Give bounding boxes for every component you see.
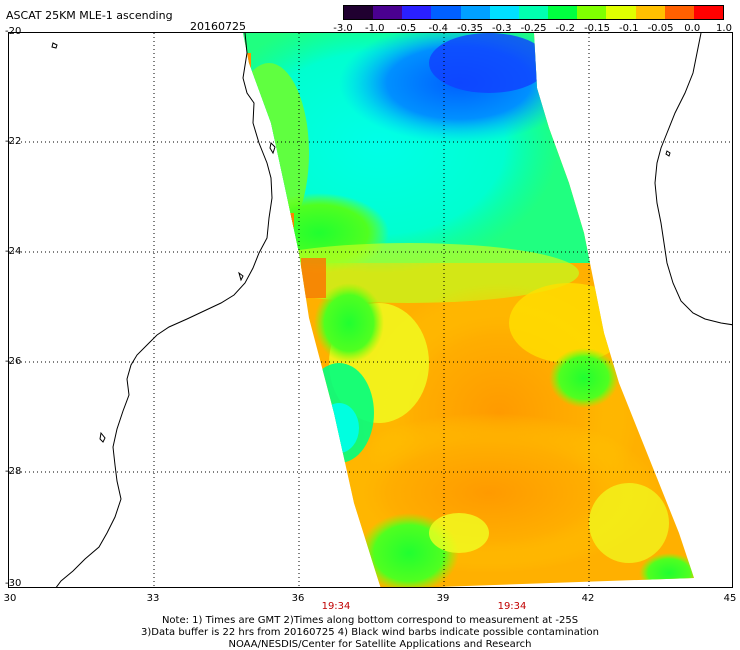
colorbar-tick-label: -0.1 [618, 23, 639, 34]
colorbar-segment [635, 6, 665, 19]
colorbar-tick-label: -0.2 [555, 23, 576, 34]
colorbar-segment [548, 6, 578, 19]
colorbar-tick-label: -0.35 [457, 23, 483, 34]
lat-label: -20 [5, 26, 22, 37]
lat-label: -26 [5, 356, 22, 367]
lat-label: -22 [5, 136, 22, 147]
note-line-3: NOAA/NESDIS/Center for Satellite Applica… [228, 639, 532, 650]
lon-label: 33 [146, 593, 160, 604]
colorbar-tick-label: -0.5 [396, 23, 417, 34]
data-swath [243, 33, 694, 587]
colorbar-segment [402, 6, 432, 19]
colorbar-segment [489, 6, 519, 19]
colorbar-tick-label: 1.0 [716, 23, 732, 34]
colorbar-labels: -3.0 -1.0 -0.5 -0.4 -0.35 -0.3 -0.25 -0.2 -0.15-… [328, 23, 733, 37]
colorbar-segment [664, 6, 694, 19]
colorbar-segment [693, 6, 724, 19]
lon-label: 30 [3, 593, 17, 604]
coastline-madagascar [654, 33, 732, 326]
colorbar-tick-label: -0.3 [491, 23, 512, 34]
colorbar-tick-label: -0.25 [520, 23, 547, 34]
map-date: 20160725 [190, 20, 246, 33]
lon-label: 39 [436, 593, 450, 604]
lon-label: 36 [291, 593, 305, 604]
colorbar-segment [431, 6, 461, 19]
lon-label: 45 [723, 593, 737, 604]
colorbar-tick-label: -0.4 [428, 23, 449, 34]
colorbar-tick-label: -0.05 [647, 23, 674, 34]
coastline-mozambique [55, 33, 273, 587]
colorbar-segment [518, 6, 549, 19]
note-line-2: 3)Data buffer is 22 hrs from 20160725 4)… [141, 627, 599, 638]
colorbar-tick-label: -3.0 [333, 23, 353, 34]
map-svg [9, 33, 732, 587]
colorbar-segment [460, 6, 490, 19]
colorbar-tick-label: -1.0 [364, 23, 385, 34]
colorbar [343, 5, 724, 20]
time-label: 19:34 [497, 601, 527, 612]
note-line-1: Note: 1) Times are GMT 2)Times along bot… [161, 615, 579, 626]
colorbar-segment [606, 6, 636, 19]
time-label: 19:34 [321, 601, 351, 612]
map-title: ASCAT 25KM MLE-1 ascending [6, 9, 173, 22]
lat-label: -30 [5, 578, 22, 589]
colorbar-tick-label: -0.15 [584, 23, 610, 34]
colorbar-segment [344, 6, 374, 19]
colorbar-tick-label: 0.0 [684, 23, 701, 34]
colorbar-segment [577, 6, 607, 19]
lat-label: -28 [5, 466, 22, 477]
grid-lines [9, 33, 732, 587]
map-panel [8, 32, 733, 588]
colorbar-segment [373, 6, 403, 19]
lon-label: 42 [581, 593, 595, 604]
lat-label: -24 [5, 246, 22, 257]
